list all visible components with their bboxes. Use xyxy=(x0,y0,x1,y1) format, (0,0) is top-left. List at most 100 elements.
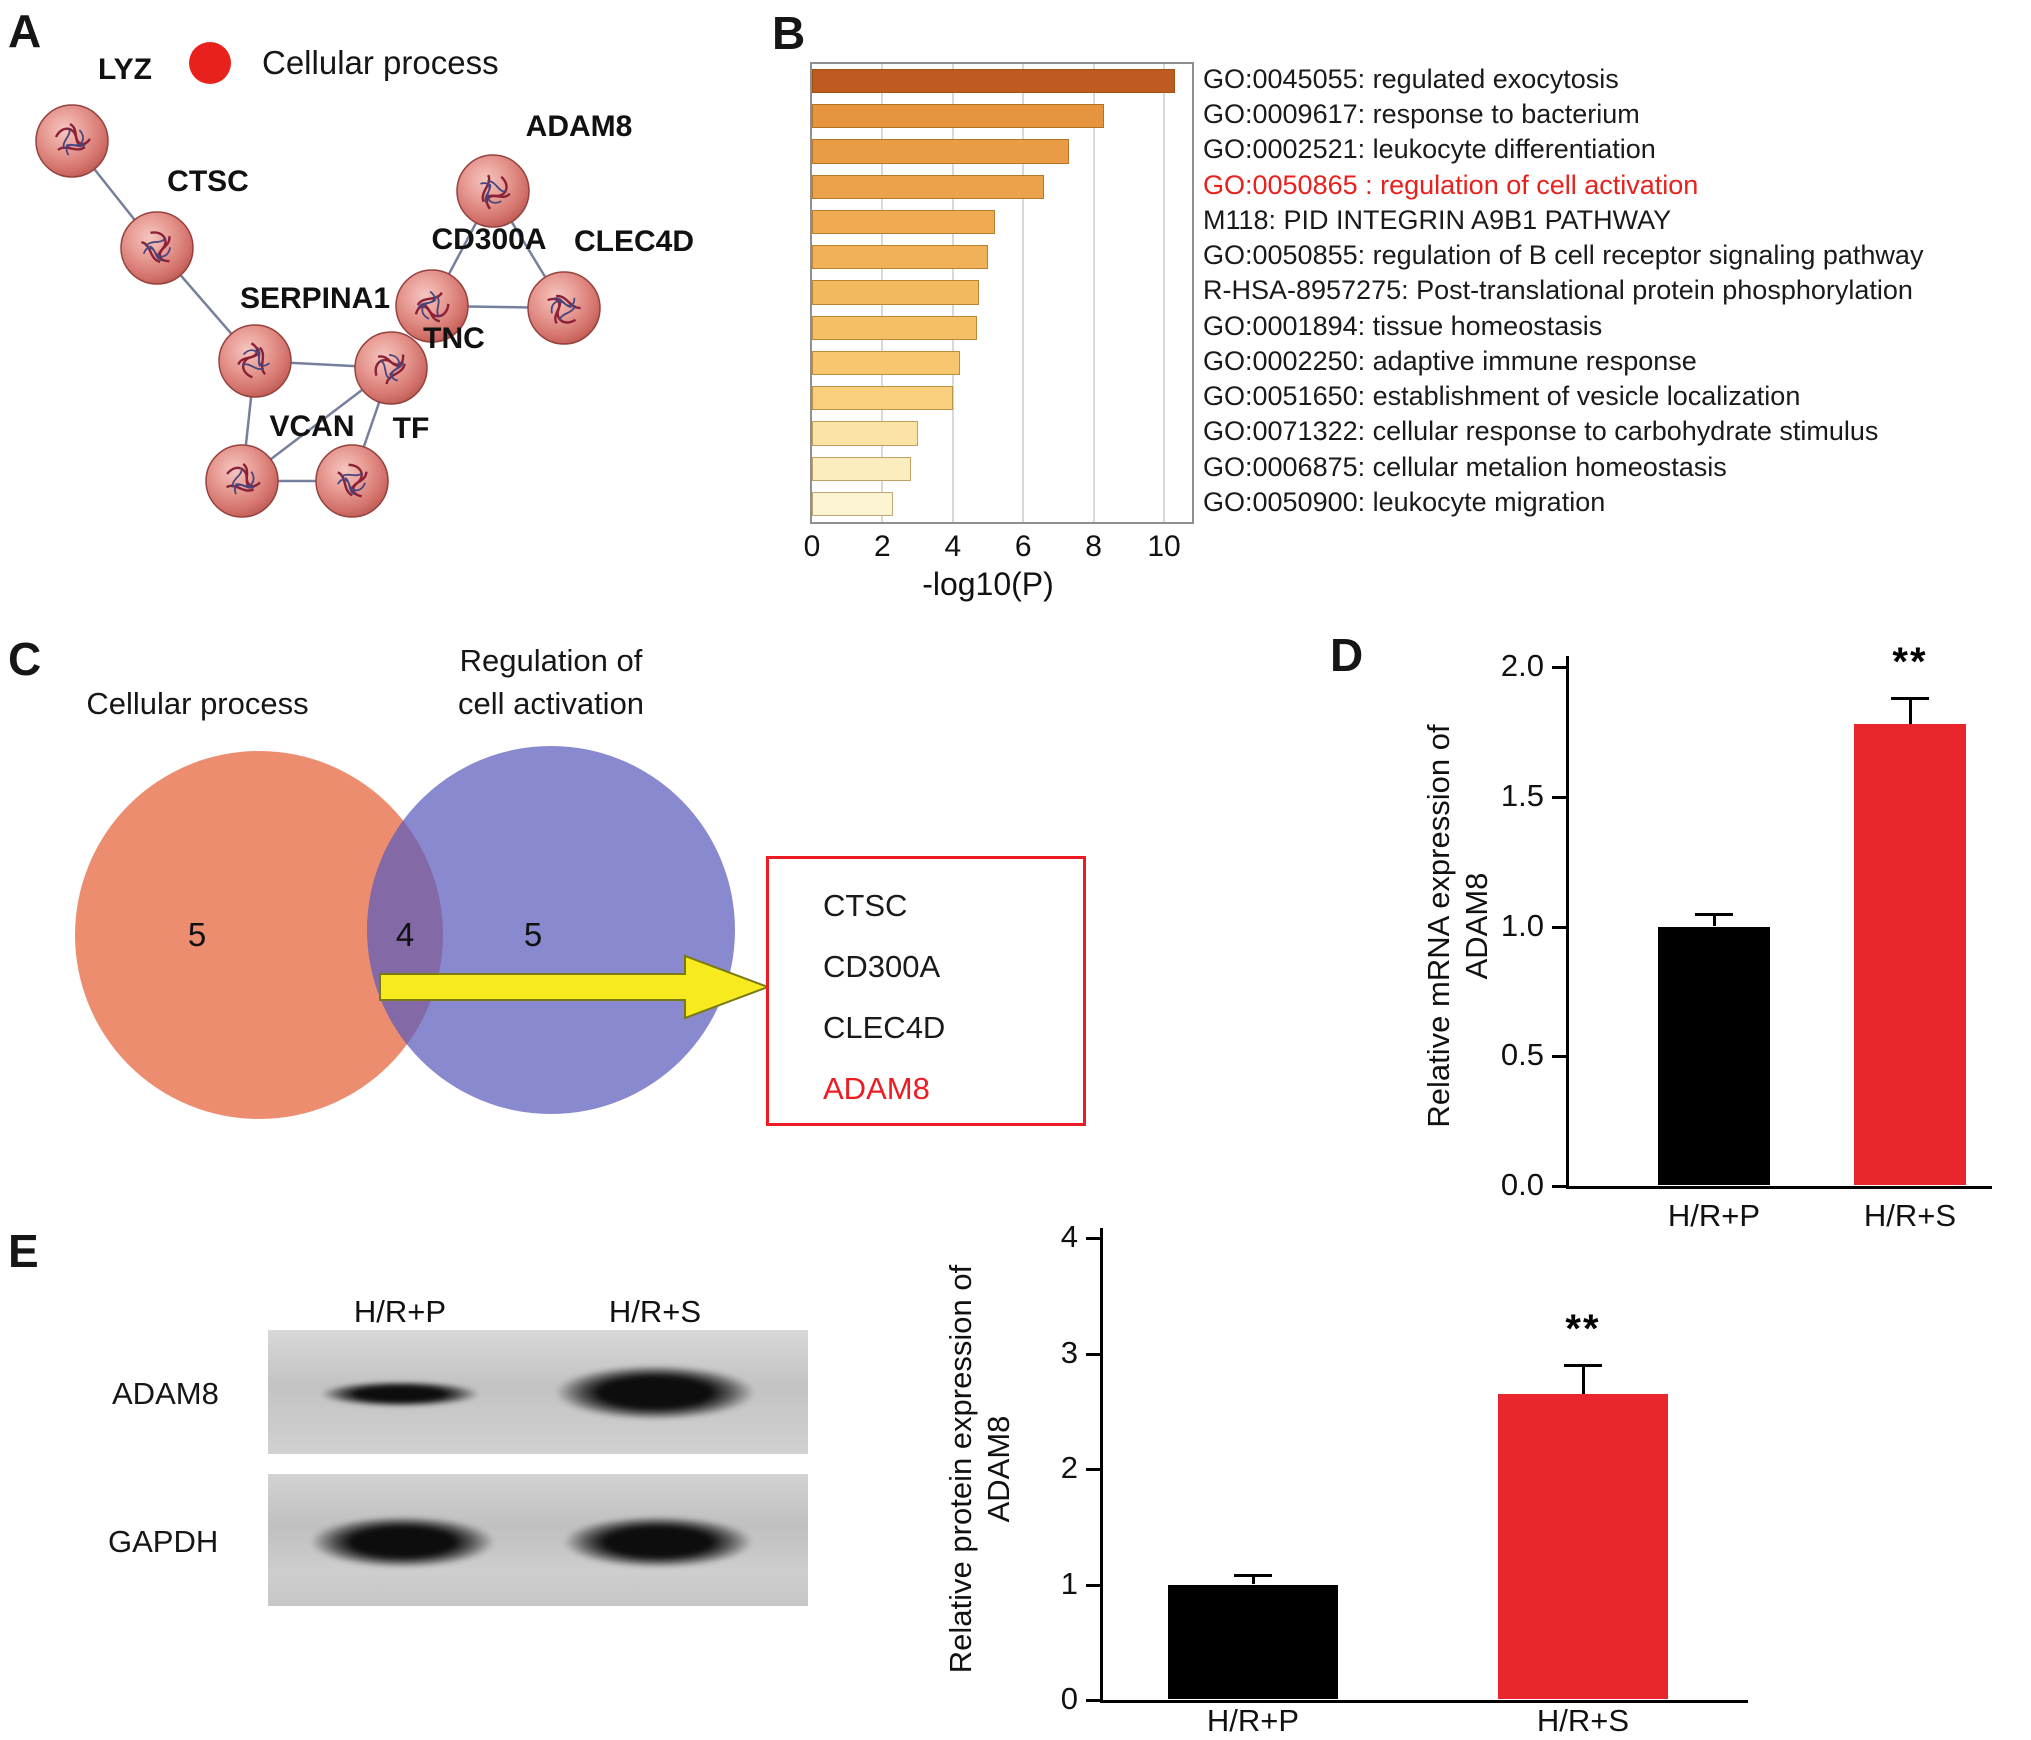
go-bar-label: GO:0002250: adaptive immune response xyxy=(1203,345,1697,376)
venn-gene: CLEC4D xyxy=(823,1010,946,1045)
venn-left-title: Cellular process xyxy=(86,686,309,721)
venn-gene: CTSC xyxy=(823,888,908,923)
venn-gene: ADAM8 xyxy=(823,1071,930,1106)
venn-right-circle xyxy=(367,746,735,1114)
venn-right-title-line1: Regulation of xyxy=(459,643,643,678)
protein-ytick-label: 2 xyxy=(1060,1450,1078,1485)
network-node xyxy=(120,211,194,285)
protein-xcat-label: H/R+S xyxy=(1536,1703,1630,1738)
blot-band-adam8-hrs xyxy=(555,1365,755,1420)
panel-b-label: B xyxy=(772,7,806,59)
mrna-ytick-mark xyxy=(1552,795,1566,799)
go-bar xyxy=(812,280,980,305)
protein-ytick-mark xyxy=(1086,1237,1100,1240)
mrna-ytick-mark xyxy=(1552,1185,1566,1188)
network-nodes xyxy=(35,104,601,518)
go-bar xyxy=(812,315,978,340)
mrna-significance: ** xyxy=(1892,640,1928,685)
protein-x-axis xyxy=(1100,1700,1748,1703)
mrna-ytick-label: 1.0 xyxy=(1500,907,1544,943)
protein-bar xyxy=(1498,1393,1668,1699)
network-node-labels: LYZ CTSC ADAM8 CD300A CLEC4D SERPINA1 TNC VCAN T… xyxy=(98,53,694,445)
blot-col-label-hrp: H/R+P xyxy=(353,1294,447,1329)
protein-ytick-label: 1 xyxy=(1060,1565,1078,1601)
venn-right-title-line2: cell activation xyxy=(457,686,645,721)
mrna-ytick-mark xyxy=(1552,1055,1566,1059)
venn-left-count: 5 xyxy=(187,916,207,953)
network-node-label: ADAM8 xyxy=(526,110,633,143)
ppi-network: LYZ CTSC ADAM8 CD300A CLEC4D SERPINA1 TNC VCAN T… xyxy=(35,53,694,518)
go-bar-label: GO:0045055: regulated exocytosis xyxy=(1203,64,1619,94)
cellular-process-legend-label: Cellular process xyxy=(262,44,499,81)
venn-arrow xyxy=(379,954,771,1020)
go-bar-label: GO:0050865 : regulation of cell activati… xyxy=(1203,169,1699,200)
go-bar xyxy=(812,139,1069,164)
network-node xyxy=(315,444,389,518)
mrna-errorbar-line xyxy=(1712,913,1716,927)
protein-errorbar-line xyxy=(1581,1365,1585,1394)
blot-band-gapdh-hrs xyxy=(563,1516,753,1568)
go-bar-label: M118: PID INTEGRIN A9B1 PATHWAY xyxy=(1203,204,1672,235)
protein-ytick-mark xyxy=(1086,1699,1100,1702)
mrna-y-axis xyxy=(1566,656,1569,1189)
go-xaxis-title: -log10(P) xyxy=(922,566,1054,602)
go-xtick-label: 8 xyxy=(1085,530,1102,563)
network-node-label: LYZ xyxy=(98,53,152,86)
protein-significance: ** xyxy=(1565,1307,1601,1352)
go-bar-label: GO:0050855: regulation of B cell recepto… xyxy=(1203,240,1924,271)
protein-ytick-mark xyxy=(1086,1352,1100,1356)
venn-gene-box xyxy=(766,856,1086,1126)
blot-strip-gapdh xyxy=(268,1474,808,1606)
protein-ytick-label: 4 xyxy=(1060,1219,1078,1254)
cellular-process-legend-dot-icon xyxy=(189,42,231,84)
mrna-ytick-label: 2.0 xyxy=(1500,648,1544,683)
go-bar xyxy=(812,456,911,481)
network-node-label: VCAN xyxy=(269,410,354,443)
protein-ytick-mark xyxy=(1086,1583,1100,1587)
go-bar-label: GO:0002521: leukocyte differentiation xyxy=(1203,134,1656,165)
mrna-errorbar-line xyxy=(1908,698,1912,725)
mrna-ytick-label: 1.5 xyxy=(1500,777,1544,813)
go-bar-label: GO:0006875: cellular metalion homeostasi… xyxy=(1203,451,1727,482)
network-node-label: CD300A xyxy=(431,223,546,256)
go-bar xyxy=(812,104,1105,129)
go-bar xyxy=(812,69,1175,94)
venn-gene: CD300A xyxy=(823,949,941,984)
go-bar-label: GO:0009617: response to bacterium xyxy=(1203,99,1640,130)
protein-xcat-label: H/R+P xyxy=(1206,1703,1300,1738)
go-bar xyxy=(812,421,918,446)
blot-band-gapdh-hrp xyxy=(310,1516,495,1568)
mrna-xcat-label: H/R+P xyxy=(1667,1198,1761,1233)
go-bar-label: GO:0001894: tissue homeostasis xyxy=(1203,310,1603,341)
network-node xyxy=(354,331,428,405)
blot-col-label-hrs: H/R+S xyxy=(608,1294,702,1329)
go-xtick-label: 2 xyxy=(874,530,891,563)
panel-e-label: E xyxy=(8,1225,39,1277)
network-node-label: CTSC xyxy=(167,165,249,198)
blot-band-adam8-hrp xyxy=(320,1381,480,1407)
go-xtick-label: 0 xyxy=(803,530,821,563)
go-gridline xyxy=(1022,64,1025,522)
blot-strip-adam8 xyxy=(268,1330,808,1454)
go-bar-label: GO:0071322: cellular response to carbohy… xyxy=(1203,416,1879,447)
go-xtick-label: 10 xyxy=(1147,530,1181,563)
go-bar xyxy=(812,386,953,411)
network-node xyxy=(35,104,109,178)
go-xtick-label: 4 xyxy=(944,530,962,563)
go-bar xyxy=(812,174,1045,199)
network-node xyxy=(527,271,601,345)
network-node xyxy=(456,154,530,228)
protein-bar xyxy=(1168,1584,1338,1699)
mrna-ytick-mark xyxy=(1552,666,1566,669)
protein-y-axis xyxy=(1100,1228,1103,1703)
go-barplot-area xyxy=(810,62,1194,524)
protein-ytick-mark xyxy=(1086,1468,1100,1471)
go-bar-label: R-HSA-8957275: Post-translational protei… xyxy=(1203,275,1913,306)
go-bar xyxy=(812,350,960,376)
go-bar xyxy=(812,209,996,235)
mrna-ytick-mark xyxy=(1552,925,1566,929)
network-node xyxy=(205,444,279,518)
network-node-label: CLEC4D xyxy=(574,225,694,258)
mrna-bar xyxy=(1658,926,1770,1185)
